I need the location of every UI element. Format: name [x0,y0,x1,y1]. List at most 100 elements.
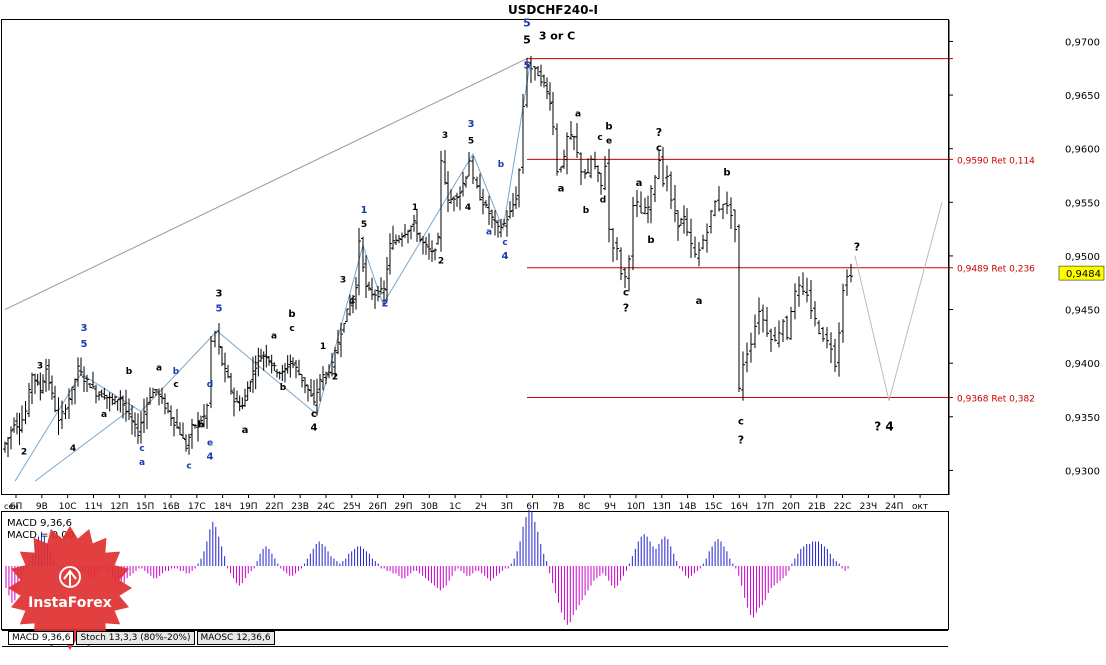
time-tick-label: 1С [449,502,461,512]
price-axis: 0,9700 0,9650 0,9600 0,9550 0,9500 0,9450 0,94… [948,20,1105,495]
time-tick-label: 17П [756,502,774,512]
time-tick-label: 26П [369,502,387,512]
retracement-label: 0,9368 Ret 0,382 [957,394,1035,404]
time-tick-label: 12П [110,502,128,512]
wave-label: a [558,184,565,195]
time-tick-label: 15С [705,502,723,512]
wave-label: c [623,288,629,299]
price-tick-label: 0,9600 [1065,145,1100,156]
price-tick-label: 0,9500 [1065,252,1100,263]
wave-label: 2 [332,372,338,382]
wave-label: 3 [340,276,346,286]
wave-label: b [198,421,205,431]
forecast-line [854,202,943,401]
price-tick-label: 0,9450 [1065,306,1100,317]
time-tick-label: 3П [501,502,514,512]
wave-label: ? [656,126,662,139]
time-tick-label: 18Ч [214,502,232,512]
wave-channel-line [34,405,136,482]
tab-stoch[interactable]: Stoch 13,3,3 (80%-20%) [76,631,195,645]
wave-label: 3 [37,362,43,372]
time-tick-label: 19П [239,502,257,512]
time-tick-label: 25Ч [343,502,361,512]
time-tick-label: 11Ч [85,502,103,512]
wave-label: 1 [361,205,368,216]
tab-macd[interactable]: MACD 9,36,6 [8,631,75,645]
wave-label: d [600,195,606,205]
time-tick-label: 29П [394,502,412,512]
time-tick-label: 16В [162,502,180,512]
macd-label: MACD 9,36,6 [7,518,72,529]
wave-label: a [242,425,249,436]
wave-channel-line [14,58,532,482]
wave-label: 4 [70,444,76,454]
month-label: сен [4,502,19,511]
wave-label: 2 [382,298,389,309]
wave-label: ? 4 [874,420,894,434]
current-price-box [1058,265,1105,281]
wave-label: c [738,416,744,427]
wave-label: b [583,206,590,216]
time-tick-label: 24П [885,502,903,512]
time-tick-label: 17С [188,502,206,512]
wave-label: 4 [349,297,355,307]
wave-label: 5 [81,339,88,350]
channel-top-line [4,58,528,310]
price-tick-label: 0,9300 [1065,466,1100,477]
wave-label: 4 [502,251,509,262]
logo-text: InstaForex [28,595,112,611]
wave-label: 1 [320,342,326,352]
time-tick-label: 22С [834,502,852,512]
wave-label: c [656,143,662,154]
time-tick-label: 20П [782,502,800,512]
wave-label: 5 [361,220,367,230]
time-tick-label: 6П [526,502,539,512]
wave-label: 2 [438,256,444,266]
time-axis: 6П 9В 10С 11Ч 12П 15П 16В 17С 18Ч 19П 22П 23В 24С 25Ч… [4,494,928,512]
retracement-layer: 0,9590 Ret 0,114 0,9489 Ret 0,236 0,9368 R… [527,58,1035,404]
wave-label: a [636,178,643,189]
wave-label: 3 [216,289,223,300]
wave-label: 5 [523,34,531,47]
wave-label: c [186,461,191,471]
retracement-label: 0,9590 Ret 0,114 [957,156,1035,166]
time-tick-label: 10С [59,502,77,512]
macd-panel [1,511,949,630]
wave-label: 5 [216,304,223,315]
wave-label: a [486,227,492,237]
time-tick-label: 9Ч [604,502,616,512]
macd-histogram [5,509,849,625]
wave-label: a [101,410,107,420]
time-tick-label: 23Ч [860,502,878,512]
time-tick-label: 23В [291,502,309,512]
price-tick-label: 0,9350 [1065,413,1100,424]
time-tick-label: 10П [627,502,645,512]
wave-label: c [139,444,144,454]
wave-label: 4 [207,452,214,463]
time-tick-label: 2Ч [475,502,487,512]
wave-label: a [139,458,145,468]
time-tick-label: 21В [808,502,826,512]
wave-label: 1 [412,203,418,213]
wave-label: 3 [442,131,448,141]
wave-label: 3 [81,323,88,334]
tab-maosc[interactable]: MAOSC 12,36,6 [196,631,275,645]
price-tick-label: 0,9650 [1065,91,1100,102]
time-tick-label: 30В [420,502,438,512]
wave-label: c [502,238,507,248]
wave-label: a [696,296,703,307]
time-tick-label: 24С [317,502,335,512]
wave-label: 2 [21,447,27,457]
wave-label: a [156,364,162,374]
wave-label: c [311,409,317,420]
wave-label: b [288,309,295,320]
instaforex-logo: InstaForex [8,526,132,650]
price-bars-layer [3,55,853,458]
wave-label: c [173,380,178,390]
wave-label: 5 [468,136,474,146]
wave-label: a [271,332,277,342]
wave-label: e [207,439,213,449]
current-price-label: 0,9484 [1066,269,1101,280]
